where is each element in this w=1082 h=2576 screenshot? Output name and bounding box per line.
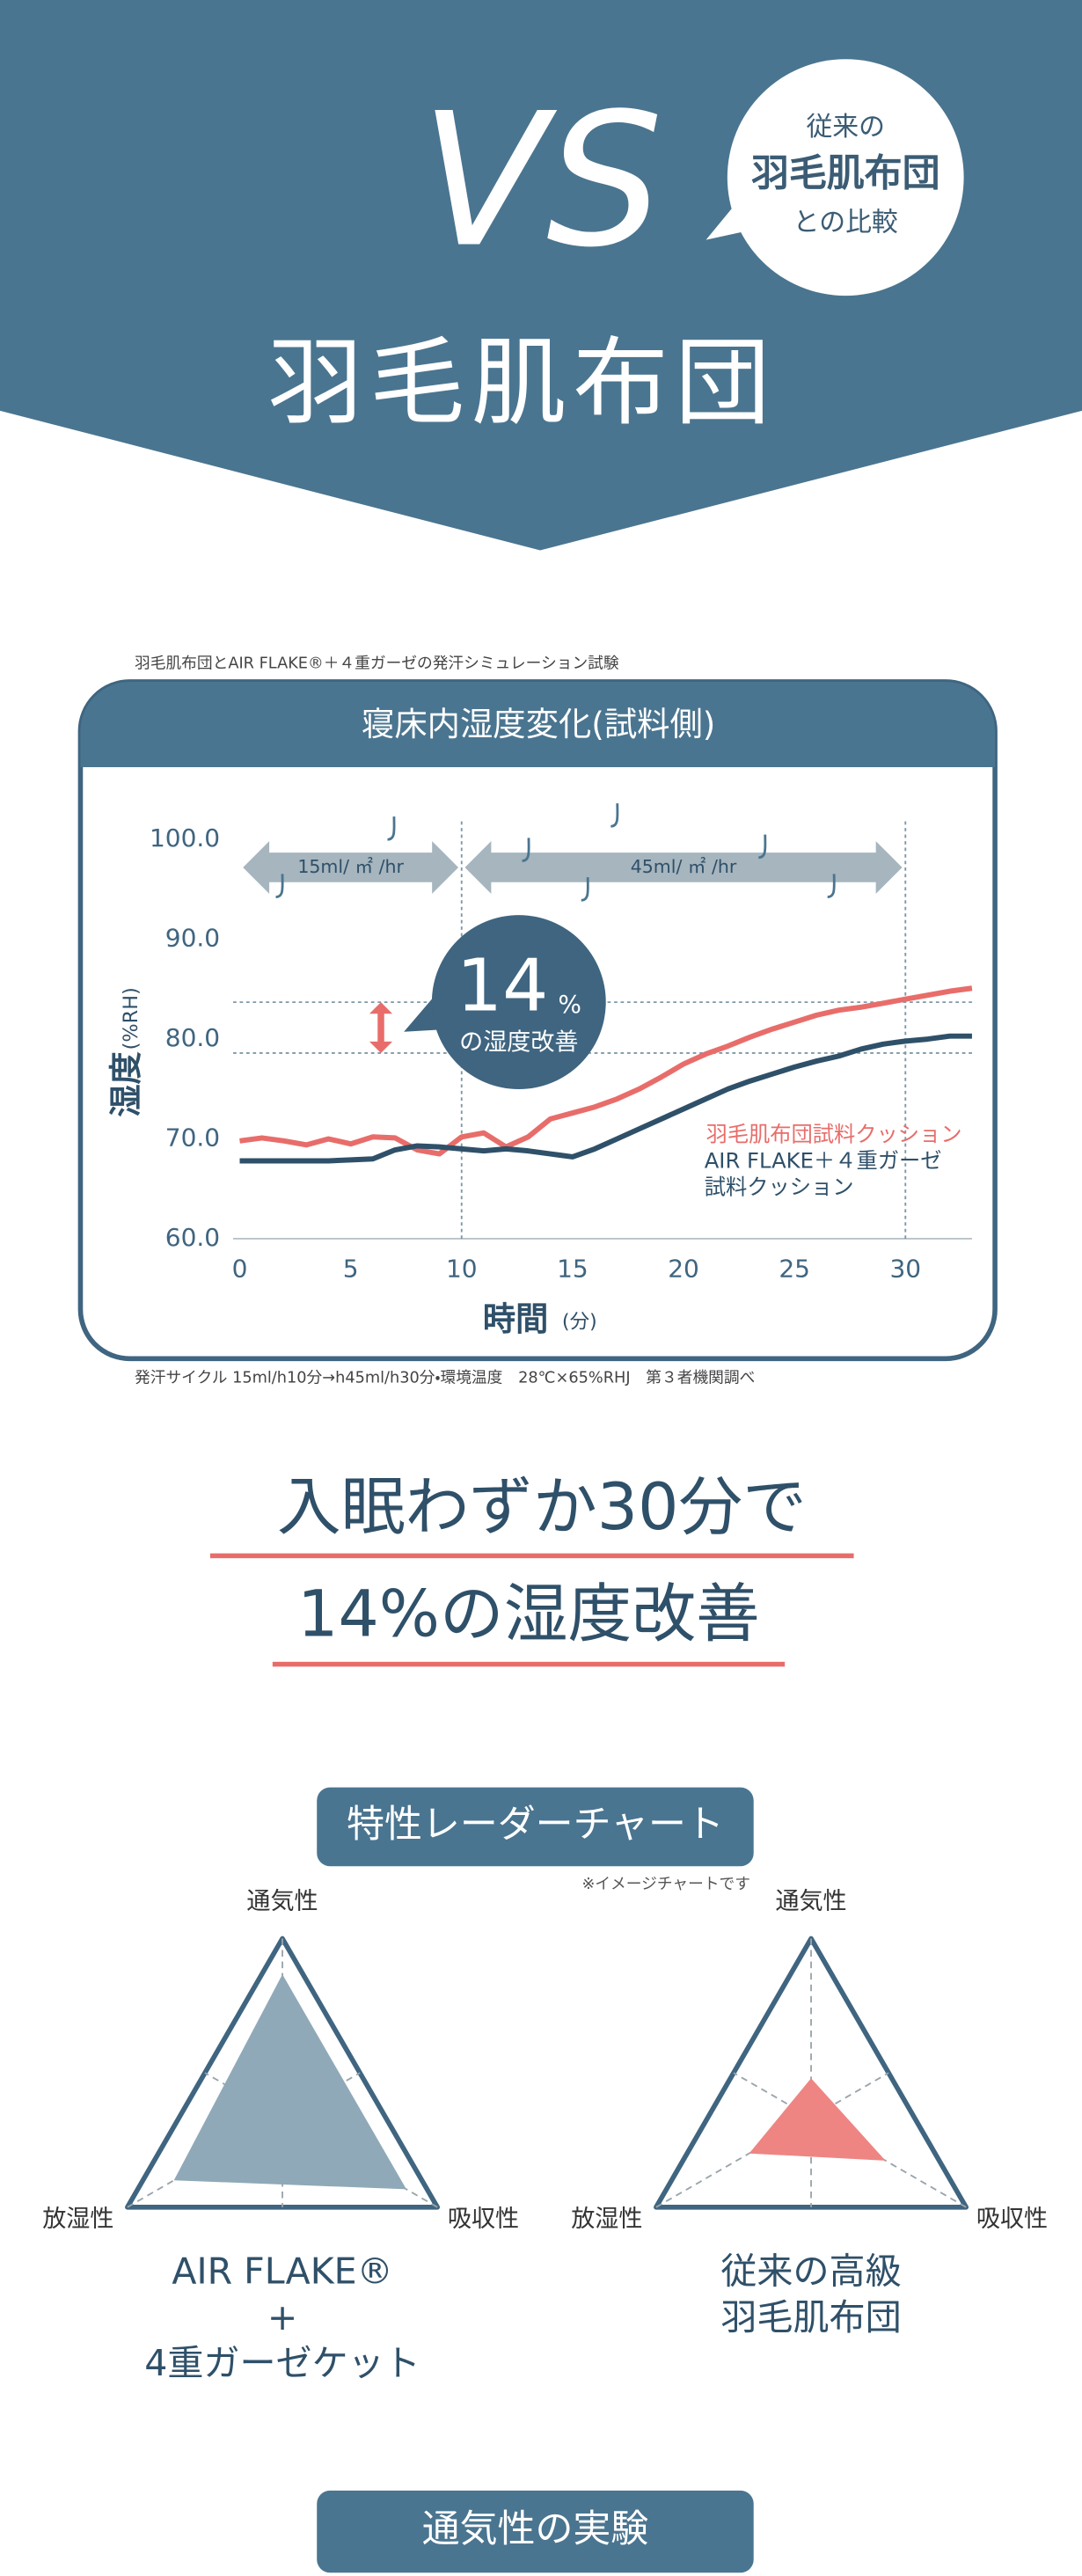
vs-text: VS: [420, 74, 663, 288]
x-tick-label: 0: [232, 1254, 248, 1283]
next-section-title: 通気性の実験: [422, 2507, 649, 2551]
arrow-head: [369, 1041, 393, 1053]
radar-guide: [655, 2072, 889, 2208]
y-tick-label: 60.0: [165, 1223, 220, 1252]
x-tick-label: 15: [557, 1254, 589, 1283]
chart-header: [80, 681, 996, 768]
drop-icon: [387, 816, 396, 841]
callout-number: 14: [457, 944, 548, 1028]
radar-area: [749, 2078, 886, 2161]
legend-label-box: AIR FLAKE＋４重ガーゼ 試料クッション: [704, 1150, 942, 1202]
headline: 入眠わずか30分で: [277, 1470, 807, 1545]
radar-label-box: 従来の高級 羽毛肌布団: [720, 2252, 902, 2340]
x-axis-unit: (分): [562, 1311, 597, 1334]
chart-footnote: 発汗サイクル 15ml/h10分→h45ml/h30分・環境温度 28℃×65%…: [135, 1369, 755, 1387]
radar-axis-label: 放湿性: [42, 2206, 113, 2233]
arrow-head: [369, 1002, 393, 1014]
section-title: 特性レーダーチャート: [347, 1803, 724, 1847]
x-tick-label: 5: [343, 1254, 359, 1283]
drop-icon: [758, 834, 767, 860]
callout-text: の湿度改善: [459, 1028, 578, 1056]
header-title: 羽毛肌布団: [267, 326, 777, 438]
radar-area: [173, 1974, 406, 2190]
chart-title: 寝床内湿度変化(試料側): [362, 705, 715, 743]
callout: [431, 915, 606, 1090]
radar-note: ※イメージチャートです: [582, 1876, 750, 1893]
phase-label: 45ml/ ㎡ /hr: [631, 856, 737, 877]
x-tick-label: 30: [889, 1254, 921, 1283]
series-line: [239, 1033, 972, 1164]
y-tick-label: 100.0: [150, 823, 220, 853]
drop-icon: [610, 803, 619, 828]
phase-arrow: [243, 841, 459, 894]
radar-axis-label: 吸収性: [448, 2206, 519, 2233]
radar-label-box: AIR FLAKE® + 4重ガーゼケット: [144, 2252, 420, 2386]
x-tick-label: 20: [668, 1254, 699, 1283]
radar-axis-label: 通気性: [246, 1888, 318, 1915]
bubble-text: 従来の: [806, 112, 885, 143]
callout-unit: %: [558, 990, 581, 1019]
next-section-button[interactable]: [317, 2490, 754, 2573]
y-tick-label: 90.0: [165, 924, 220, 953]
radar-label: AIR FLAKE® + 4重ガーゼケット: [144, 2252, 420, 2386]
phase-label: 15ml/ ㎡ /hr: [297, 856, 404, 877]
y-tick-label: 70.0: [165, 1123, 220, 1153]
x-tick-label: 25: [779, 1254, 810, 1283]
series-line: [239, 985, 973, 1157]
radar-guide: [733, 2072, 967, 2208]
y-axis-unit: (%RH): [120, 987, 143, 1050]
bubble-text: との比較: [793, 207, 898, 238]
y-axis-label: 湿度: [106, 1050, 145, 1116]
y-tick-label: 80.0: [165, 1023, 220, 1052]
radar-axis-label: 吸収性: [976, 2206, 1048, 2233]
drop-icon: [827, 874, 836, 898]
x-tick-label: 10: [446, 1254, 478, 1283]
legend-label: AIR FLAKE＋４重ガーゼ 試料クッション: [704, 1150, 942, 1202]
radar-axis-label: 放湿性: [571, 2206, 642, 2233]
legend-label: 羽毛肌布団試料クッション: [706, 1121, 962, 1146]
section-badge: [317, 1787, 754, 1867]
drop-icon: [522, 838, 530, 862]
bubble: [727, 59, 964, 296]
phase-arrow: [464, 841, 903, 894]
x-axis-label: 時間: [483, 1299, 549, 1338]
drop-icon: [275, 874, 284, 898]
bubble-text: 羽毛肌布団: [751, 151, 940, 195]
drop-icon: [581, 877, 589, 902]
headline: 14%の湿度改善: [297, 1577, 760, 1651]
chart-supertitle: 羽毛肌布団とAIR FLAKE®＋４重ガーゼの発汗シミュレーション試験: [135, 654, 619, 672]
radar-axis-label: 通気性: [775, 1888, 846, 1915]
radar-label: 従来の高級 羽毛肌布団: [720, 2252, 902, 2340]
